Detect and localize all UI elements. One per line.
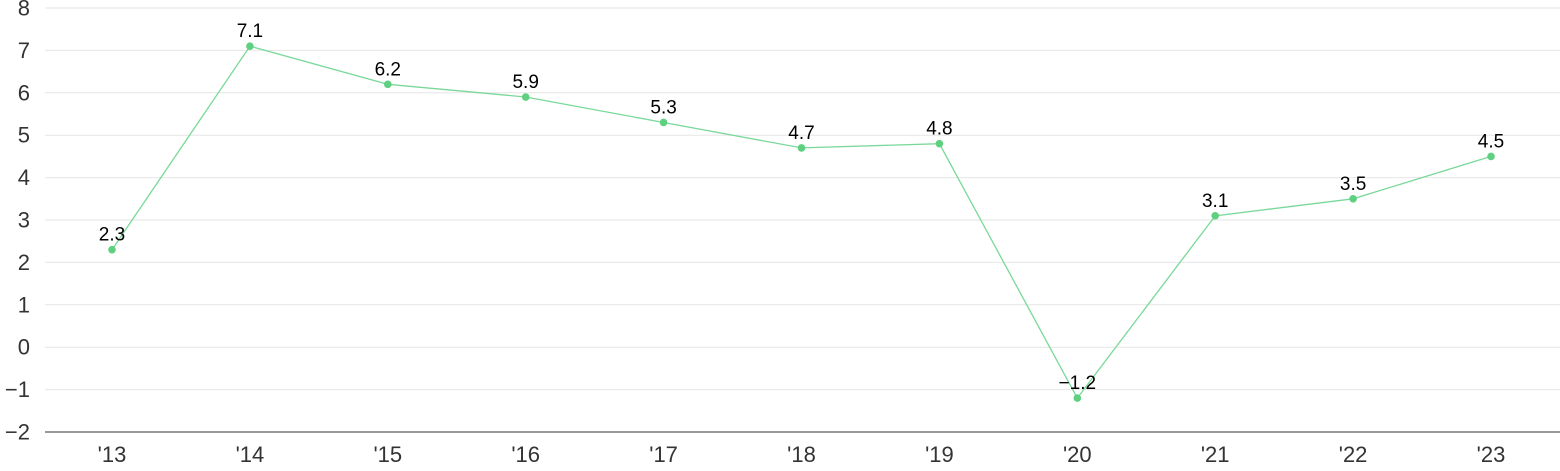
y-tick-label: 2 <box>18 250 30 275</box>
y-tick-label: −1 <box>5 377 30 402</box>
data-point <box>935 139 944 148</box>
x-tick-label: '19 <box>925 442 954 467</box>
series-line <box>111 45 1492 400</box>
data-label: 4.5 <box>1478 131 1504 152</box>
x-tick-label: '22 <box>1339 442 1368 467</box>
data-point <box>1349 195 1357 203</box>
data-label: 3.5 <box>1340 174 1366 195</box>
x-tick-label: '18 <box>787 442 816 467</box>
data-point <box>108 245 116 254</box>
data-label: 3.1 <box>1202 191 1228 212</box>
data-label: 2.3 <box>99 225 125 246</box>
grid-layer <box>45 7 1560 391</box>
data-point <box>521 93 530 101</box>
y-tick-label: 7 <box>18 38 30 63</box>
data-point <box>659 118 668 127</box>
data-label: −1.2 <box>1059 373 1097 394</box>
data-point <box>1487 152 1495 161</box>
series-layer <box>108 42 1495 402</box>
data-label-layer: 2.3 7.1 6.2 5.9 5.3 4.7 4.8 −1.2 3.1 3.5 4.5 <box>99 21 1504 394</box>
data-label: 6.2 <box>375 59 401 80</box>
x-tick-label: '13 <box>98 442 127 467</box>
x-tick-label: '15 <box>373 442 402 467</box>
x-tick-label: '20 <box>1063 442 1092 467</box>
y-tick-label: 4 <box>18 165 30 190</box>
y-tick-label: 1 <box>18 292 30 317</box>
x-tick-label: '16 <box>511 442 540 467</box>
data-point <box>384 80 392 89</box>
x-tick-label: '21 <box>1201 442 1230 467</box>
y-tick-label: 8 <box>18 0 30 21</box>
x-tick-label: '17 <box>649 442 678 467</box>
data-label: 5.3 <box>650 97 676 118</box>
data-label: 7.1 <box>237 21 263 42</box>
y-axis: 8 7 6 5 4 3 2 1 0 −1 −2 <box>5 0 30 445</box>
data-label: 4.8 <box>926 119 952 140</box>
y-tick-label: 0 <box>18 335 30 360</box>
data-point <box>1211 211 1219 220</box>
x-tick-label: '23 <box>1477 442 1506 467</box>
data-point <box>1073 394 1082 402</box>
data-point <box>797 144 806 152</box>
x-axis: '13 '14 '15 '16 '17 '18 '19 '20 '21 '22 '23 <box>45 431 1560 467</box>
y-tick-label: 6 <box>18 80 30 105</box>
y-tick-label: −2 <box>5 420 30 445</box>
y-tick-label: 5 <box>18 123 30 148</box>
data-point <box>246 42 254 50</box>
data-label: 4.7 <box>788 123 814 144</box>
x-tick-label: '14 <box>236 442 265 467</box>
y-tick-label: 3 <box>18 208 30 233</box>
data-label: 5.9 <box>512 72 538 93</box>
